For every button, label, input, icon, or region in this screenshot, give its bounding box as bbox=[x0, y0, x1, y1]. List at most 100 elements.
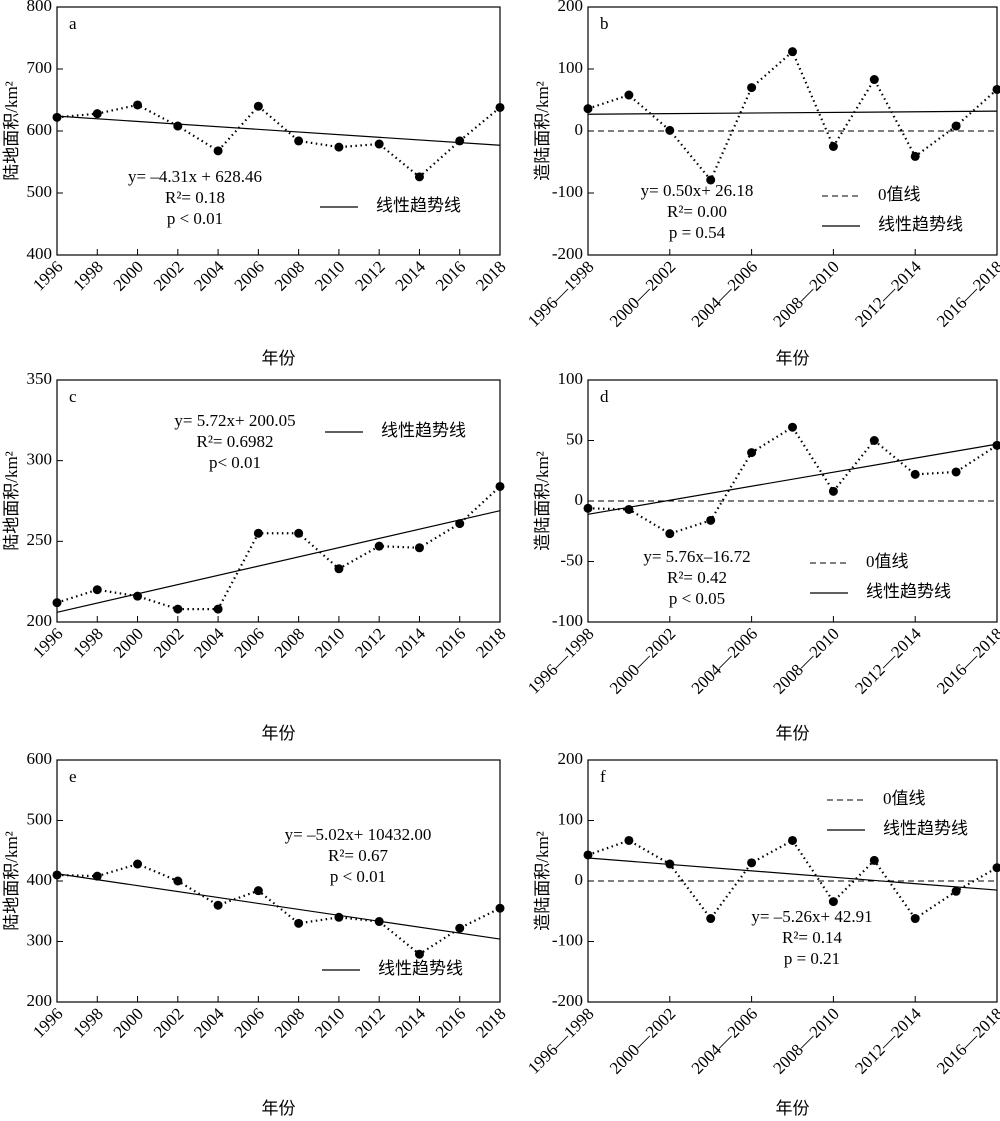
trend-line bbox=[587, 443, 998, 515]
data-point bbox=[455, 923, 465, 933]
y-tick-label: 200 bbox=[558, 749, 584, 768]
data-point bbox=[253, 528, 263, 538]
data-line bbox=[56, 862, 501, 956]
data-point bbox=[253, 101, 263, 111]
data-point bbox=[294, 136, 304, 146]
data-point bbox=[92, 871, 102, 881]
y-axis-label: 陆地面积/km² bbox=[2, 831, 21, 931]
annotation: y= –4.31x + 628.46 bbox=[128, 167, 262, 186]
data-line bbox=[587, 49, 998, 183]
x-tick-label: 2008 bbox=[271, 257, 308, 294]
data-point bbox=[910, 914, 920, 924]
x-tick-label: 2004 bbox=[190, 1004, 228, 1042]
legend-label: 线性趋势线 bbox=[381, 421, 466, 440]
x-tick-label: 1996—1998 bbox=[524, 257, 598, 331]
panel-label: d bbox=[600, 387, 609, 406]
data-point bbox=[52, 598, 62, 608]
y-tick-label: 250 bbox=[27, 530, 53, 549]
data-point bbox=[869, 436, 879, 445]
data-point bbox=[706, 914, 716, 924]
data-point bbox=[747, 448, 757, 458]
y-tick-label: 100 bbox=[558, 369, 584, 388]
data-point bbox=[414, 543, 424, 553]
y-tick-label: 0 bbox=[575, 120, 584, 139]
y-tick-label: 50 bbox=[566, 429, 583, 448]
y-tick-label: 600 bbox=[27, 749, 53, 768]
data-point bbox=[213, 900, 223, 910]
data-point bbox=[992, 440, 1000, 450]
data-point bbox=[706, 515, 716, 525]
annotation: y= 5.76x–16.72 bbox=[643, 547, 750, 566]
x-tick-label: 2006 bbox=[230, 624, 267, 661]
x-tick-label: 2000 bbox=[110, 1004, 147, 1041]
x-axis-label: 年份 bbox=[776, 724, 810, 743]
annotation: p < 0.05 bbox=[669, 589, 725, 608]
x-tick-label: 2000—2002 bbox=[606, 624, 680, 698]
data-point bbox=[414, 172, 424, 182]
annotation: p = 0.54 bbox=[669, 223, 726, 242]
x-tick-label: 2006 bbox=[230, 1004, 267, 1041]
x-tick-label: 2012—2014 bbox=[851, 624, 925, 698]
y-axis-label: 造陆面积/km² bbox=[533, 81, 552, 181]
y-tick-label: -200 bbox=[552, 991, 583, 1010]
annotation: R²= 0.67 bbox=[328, 846, 389, 865]
annotation: y= –5.02x+ 10432.00 bbox=[285, 825, 432, 844]
panel-label: f bbox=[600, 767, 606, 786]
x-tick-label: 1996—1998 bbox=[524, 1004, 598, 1078]
annotation: y= 0.50x+ 26.18 bbox=[641, 181, 754, 200]
x-tick-label: 2016 bbox=[432, 624, 469, 661]
x-tick-label: 2004 bbox=[190, 257, 228, 295]
x-tick-label: 2008 bbox=[271, 624, 308, 661]
legend-label: 线性趋势线 bbox=[883, 819, 968, 838]
data-point bbox=[213, 604, 223, 614]
data-point bbox=[374, 541, 384, 551]
data-point bbox=[213, 146, 223, 156]
x-tick-label: 1998 bbox=[69, 1004, 106, 1041]
trend-line bbox=[56, 115, 501, 146]
y-tick-label: 600 bbox=[27, 120, 53, 139]
y-axis-label: 造陆面积/km² bbox=[533, 451, 552, 551]
data-point bbox=[992, 84, 1000, 94]
y-tick-label: 200 bbox=[27, 991, 53, 1010]
data-point bbox=[828, 897, 838, 907]
data-point bbox=[583, 503, 593, 513]
data-point bbox=[951, 886, 961, 896]
y-tick-label: -50 bbox=[560, 550, 583, 569]
data-point bbox=[747, 858, 757, 868]
data-point bbox=[583, 104, 593, 114]
panel-label: b bbox=[600, 14, 609, 33]
y-tick-label: 0 bbox=[575, 870, 584, 889]
x-tick-label: 2018 bbox=[472, 1004, 509, 1041]
data-point bbox=[951, 467, 961, 477]
x-tick-label: 2004—2006 bbox=[688, 624, 762, 698]
annotation: p = 0.21 bbox=[784, 949, 840, 968]
data-point bbox=[334, 912, 344, 922]
x-axis-label: 年份 bbox=[262, 1099, 296, 1118]
trend-line bbox=[56, 510, 501, 613]
y-tick-label: 100 bbox=[558, 809, 584, 828]
y-tick-label: 500 bbox=[27, 809, 53, 828]
legend-label: 0值线 bbox=[878, 185, 921, 204]
data-point bbox=[869, 75, 879, 85]
x-tick-label: 2002 bbox=[150, 257, 187, 294]
x-tick-label: 2006 bbox=[230, 257, 267, 294]
trend-line bbox=[587, 857, 998, 891]
data-point bbox=[788, 47, 797, 57]
legend-label: 线性趋势线 bbox=[878, 215, 963, 234]
x-tick-label: 2014 bbox=[392, 624, 430, 662]
y-tick-label: 0 bbox=[575, 490, 584, 509]
annotation: R²= 0.14 bbox=[782, 928, 843, 947]
x-tick-label: 2012 bbox=[351, 624, 388, 661]
data-point bbox=[253, 886, 263, 896]
data-point bbox=[706, 175, 716, 185]
annotation: p < 0.01 bbox=[330, 867, 386, 886]
panel-label: a bbox=[69, 14, 77, 33]
annotation: y= –5.26x+ 42.91 bbox=[751, 907, 872, 926]
y-tick-label: 400 bbox=[27, 244, 53, 263]
x-axis-label: 年份 bbox=[262, 724, 296, 743]
data-point bbox=[374, 139, 384, 149]
data-point bbox=[788, 422, 797, 432]
x-tick-label: 2000—2002 bbox=[606, 1004, 680, 1078]
y-tick-label: 100 bbox=[558, 58, 584, 77]
